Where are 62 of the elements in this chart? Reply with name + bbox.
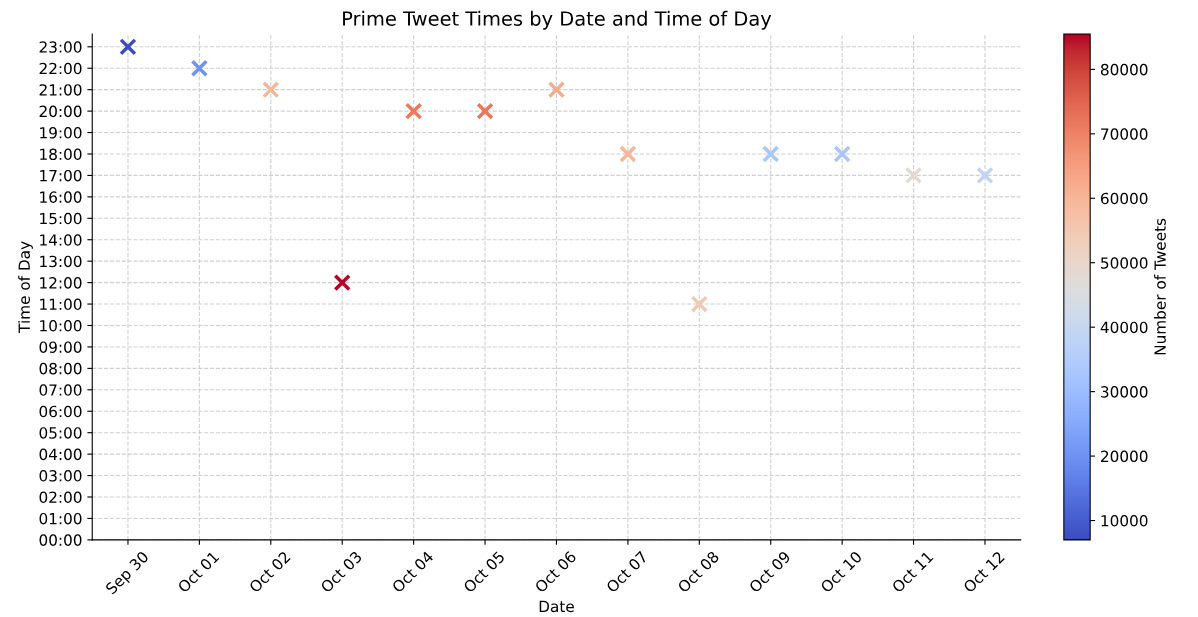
y-tick-label: 16:00 bbox=[40, 191, 82, 203]
point bbox=[762, 145, 780, 163]
y-tick-label: 04:00 bbox=[39, 448, 82, 461]
x-tick-label: Oct 05 bbox=[462, 550, 506, 594]
chart-title: Prime Tweet Times by Date and Time of Day bbox=[343, 10, 772, 30]
x-tick-label: Oct 01 bbox=[177, 550, 220, 594]
point bbox=[833, 145, 851, 163]
y-axis-title: Time of Day bbox=[18, 241, 33, 333]
color-bar-label: 40000 bbox=[1100, 321, 1148, 334]
point bbox=[262, 80, 280, 99]
y-tick-label: 02:00 bbox=[39, 491, 82, 504]
x-tick-label: Oct 04 bbox=[391, 550, 435, 594]
color-bar-label: 80000 bbox=[1100, 63, 1148, 76]
point bbox=[190, 59, 209, 77]
color-bar-label: 10000 bbox=[1101, 515, 1148, 527]
point bbox=[476, 102, 494, 120]
y-tick-label: 01:00 bbox=[39, 512, 82, 525]
point bbox=[404, 102, 423, 120]
point bbox=[119, 38, 137, 56]
y-tick-label: 09:00 bbox=[39, 341, 82, 353]
y-tick-label: 20:00 bbox=[39, 105, 82, 118]
color-bar-title: Number of Tweets bbox=[1154, 218, 1166, 355]
color-bar-label: 60000 bbox=[1100, 192, 1148, 205]
point bbox=[976, 166, 994, 185]
y-tick-label: 06:00 bbox=[39, 405, 82, 418]
color-bar-label: 50000 bbox=[1101, 257, 1148, 269]
color-bar-label: 30000 bbox=[1101, 386, 1148, 398]
y-tick-label: 19:00 bbox=[40, 127, 82, 139]
y-tick-label: 12:00 bbox=[40, 277, 82, 289]
y-tick-label: 07:00 bbox=[39, 384, 82, 396]
y-tick-label: 08:00 bbox=[39, 362, 82, 375]
y-tick-label: 15:00 bbox=[40, 212, 82, 225]
point bbox=[690, 295, 708, 313]
y-tick-label: 10:00 bbox=[40, 319, 82, 332]
y-tick-label: 05:00 bbox=[39, 427, 82, 439]
point bbox=[619, 145, 637, 163]
x-tick-label: Oct 10 bbox=[819, 550, 863, 594]
color-bar-label: 70000 bbox=[1101, 128, 1148, 140]
y-tick-label: 21:00 bbox=[39, 84, 82, 96]
y-tick-label: 22:00 bbox=[39, 62, 82, 75]
x-tick-label: Sep 30 bbox=[104, 550, 152, 597]
y-tick-label: 23:00 bbox=[39, 41, 82, 53]
x-tick-label: Oct 07 bbox=[605, 550, 649, 594]
y-tick-label: 03:00 bbox=[39, 470, 82, 482]
x-tick-label: Oct 02 bbox=[248, 550, 291, 594]
y-tick-label: 17:00 bbox=[40, 169, 82, 182]
y-tick-label: 13:00 bbox=[40, 255, 82, 268]
y-tick-label: 00:00 bbox=[39, 534, 82, 546]
x-tick-label: Oct 06 bbox=[534, 550, 577, 594]
y-tick-label: 11:00 bbox=[40, 298, 82, 311]
x-tick-label: Oct 08 bbox=[676, 550, 720, 594]
x-tick-label: Oct 09 bbox=[748, 550, 792, 594]
point bbox=[333, 273, 351, 292]
y-tick-label: 18:00 bbox=[40, 148, 82, 161]
x-tick-label: Oct 12 bbox=[962, 550, 1005, 594]
x-tick-label: Oct 03 bbox=[319, 550, 363, 594]
x-tick-label: Oct 11 bbox=[891, 550, 934, 594]
point bbox=[547, 80, 566, 99]
color-bar-label: 20000 bbox=[1101, 450, 1148, 463]
x-axis-title: Date bbox=[539, 600, 574, 613]
point bbox=[904, 166, 923, 185]
y-tick-label: 14:00 bbox=[40, 234, 82, 246]
